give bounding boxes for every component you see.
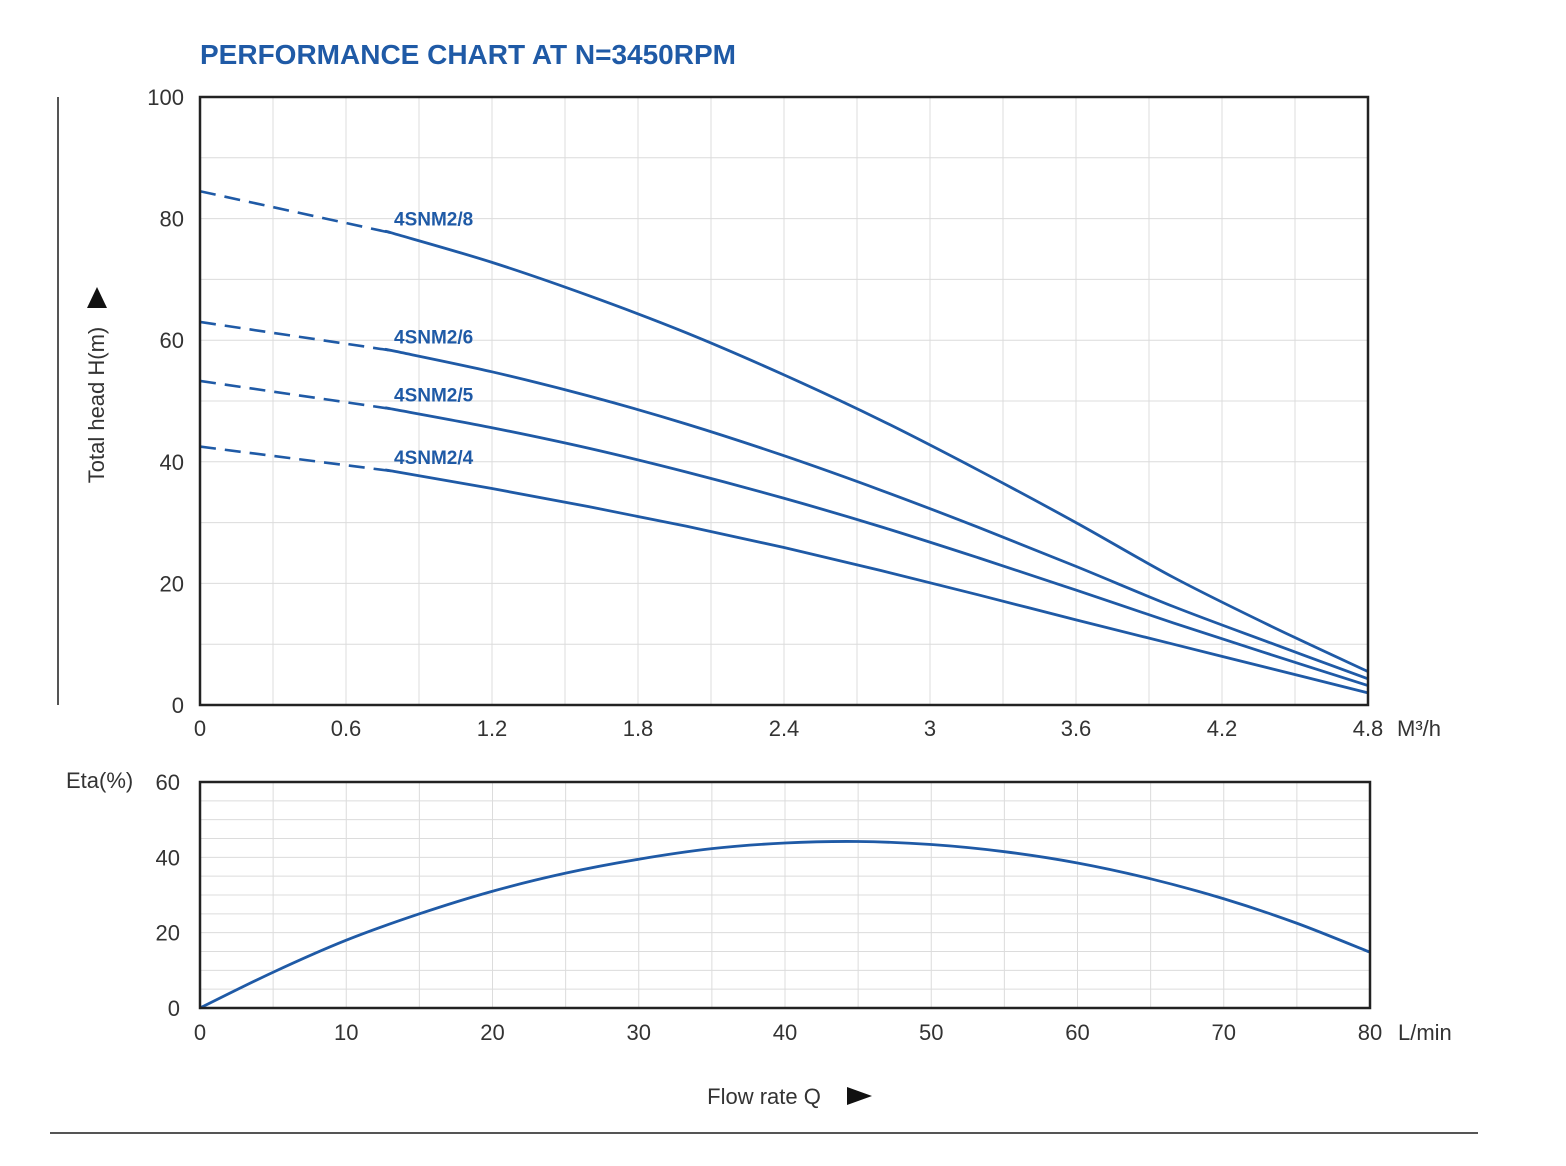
x-tick-label: 30 <box>627 1020 651 1045</box>
x-tick-label: 3 <box>924 716 936 741</box>
head-chart-curves <box>199 189 1369 695</box>
x-tick-label: 2.4 <box>769 716 800 741</box>
x-tick-label: 80 <box>1358 1020 1382 1045</box>
eta-chart-x-unit: L/min <box>1398 1020 1452 1045</box>
head-chart-series-labels: 4SNM2/8 4SNM2/6 4SNM2/5 4SNM2/4 <box>394 210 474 469</box>
series-line-dashed <box>199 445 390 473</box>
triangle-up-icon <box>87 287 107 308</box>
eta-chart-x-ticks: 0 10 20 30 40 50 60 70 80 <box>194 1020 1382 1045</box>
series-line-dashed <box>199 320 390 352</box>
x-axis-title: Flow rate Q <box>707 1084 821 1109</box>
head-chart-x-unit: M³/h <box>1397 716 1441 741</box>
y-tick-label: 40 <box>160 450 184 475</box>
x-tick-label: 20 <box>480 1020 504 1045</box>
eta-chart-grid <box>200 782 1370 1008</box>
series-line <box>384 229 1369 673</box>
x-tick-label: 3.6 <box>1061 716 1092 741</box>
x-tick-label: 1.8 <box>623 716 654 741</box>
series-label: 4SNM2/8 <box>394 210 473 231</box>
x-tick-label: 70 <box>1212 1020 1236 1045</box>
y-tick-label: 80 <box>160 207 184 232</box>
x-tick-label: 40 <box>773 1020 797 1045</box>
eta-chart-frame <box>198 780 1372 1010</box>
y-tick-label: 20 <box>160 571 184 596</box>
series-label: 4SNM2/6 <box>394 327 473 348</box>
x-tick-label: 4.2 <box>1207 716 1238 741</box>
chart-title: PERFORMANCE CHART AT N=3450RPM <box>200 39 736 70</box>
series-line <box>384 406 1369 687</box>
y-tick-label: 20 <box>156 921 180 946</box>
series-line-dashed <box>199 379 390 410</box>
y-axis-title-group: Total head H(m) <box>84 327 109 484</box>
head-chart-x-ticks: 0 0.6 1.2 1.8 2.4 3 3.6 4.2 4.8 <box>194 716 1383 741</box>
series-label: 4SNM2/4 <box>394 448 474 469</box>
y-tick-label: 0 <box>172 693 184 718</box>
eta-chart-curves <box>199 840 1371 1010</box>
efficiency-line <box>199 840 1371 1010</box>
x-tick-label: 1.2 <box>477 716 508 741</box>
head-chart-y-ticks: 0 20 40 60 80 100 <box>147 85 184 718</box>
y-tick-label: 0 <box>168 996 180 1021</box>
y-axis-title: Total head H(m) <box>84 327 109 484</box>
eta-chart-y-title: Eta(%) <box>66 768 133 793</box>
x-tick-label: 0.6 <box>331 716 362 741</box>
x-tick-label: 0 <box>194 1020 206 1045</box>
series-line <box>384 347 1369 681</box>
head-chart-frame <box>198 95 1370 707</box>
x-tick-label: 10 <box>334 1020 358 1045</box>
head-chart-grid <box>200 97 1368 705</box>
y-tick-label: 60 <box>156 770 180 795</box>
x-tick-label: 0 <box>194 716 206 741</box>
eta-chart-y-ticks: 0 20 40 60 <box>156 770 180 1021</box>
series-label: 4SNM2/5 <box>394 386 474 407</box>
x-tick-label: 4.8 <box>1353 716 1384 741</box>
y-tick-label: 40 <box>156 845 180 870</box>
triangle-right-icon <box>847 1087 872 1105</box>
series-line <box>384 468 1369 695</box>
y-tick-label: 60 <box>160 328 184 353</box>
x-tick-label: 50 <box>919 1020 943 1045</box>
x-tick-label: 60 <box>1065 1020 1089 1045</box>
y-tick-label: 100 <box>147 85 184 110</box>
series-line-dashed <box>199 189 391 234</box>
